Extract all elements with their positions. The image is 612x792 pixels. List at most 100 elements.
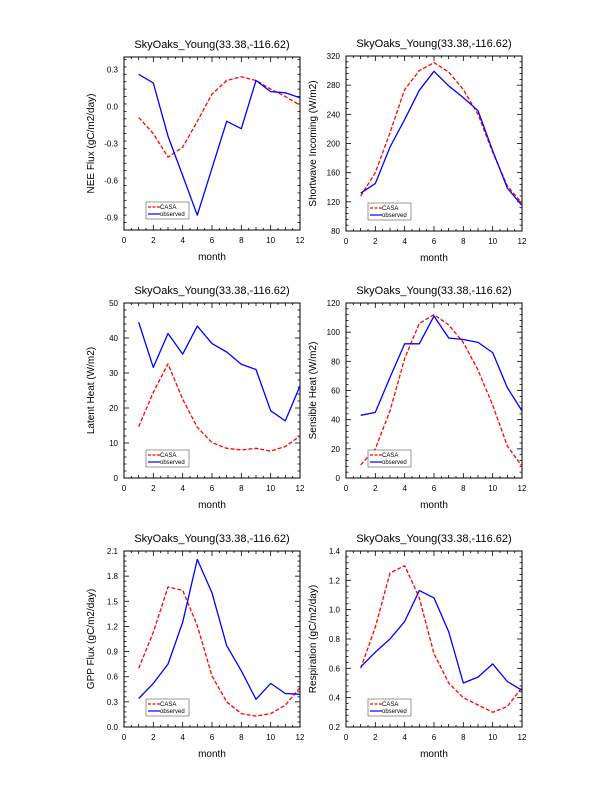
x-tick-label: 8 (239, 236, 244, 245)
x-tick-label: 10 (488, 484, 497, 493)
x-tick-label: 2 (373, 733, 378, 742)
y-tick-label: 20 (331, 445, 340, 454)
y-tick-label: 1.2 (329, 576, 341, 585)
series-line-observed (138, 322, 301, 422)
x-tick-label: 12 (296, 236, 305, 245)
series-line-casa (138, 586, 301, 717)
x-tick-label: 0 (344, 484, 349, 493)
y-tick-label: 0.4 (329, 694, 341, 703)
series-line-observed (360, 70, 523, 206)
series-line-observed (360, 315, 523, 416)
x-tick-label: 12 (518, 237, 527, 246)
legend-label-casa: CASA (160, 453, 176, 459)
legend-label-observed: observed (160, 460, 185, 466)
x-tick-label: 8 (461, 237, 466, 246)
y-axis-label: NEE Flux (gC/m2/day) (86, 93, 97, 193)
legend-box (367, 698, 412, 717)
x-axis-label: month (198, 500, 226, 511)
y-axis-label: Sensible Heat (W/m2) (308, 342, 319, 440)
x-tick-label: 2 (373, 484, 378, 493)
y-tick-label: 200 (327, 140, 341, 149)
chart-title: SkyOaks_Young(33.38,-116.62) (356, 285, 511, 297)
y-tick-label: -0.3 (104, 140, 118, 149)
y-tick-label: 280 (327, 81, 341, 90)
x-tick-label: 6 (210, 484, 215, 493)
chart-panel-5: 0 2 4 6 8 10 12 0.0 0.3 0.6 0.9 1.2 1.5 1.8 2.1 SkyOaks… (86, 533, 305, 760)
x-tick-label: 6 (432, 733, 437, 742)
y-tick-label: 1.5 (107, 597, 119, 606)
y-tick-label: 0.0 (107, 723, 119, 732)
x-tick-label: 0 (122, 236, 127, 245)
chart-panel-2: 0 2 4 6 8 10 12 80 120 160 200 240 280 320 SkyOaks_You… (308, 38, 527, 264)
x-tick-label: 6 (210, 236, 215, 245)
legend-label-observed: observed (382, 460, 407, 466)
chart-title: SkyOaks_Young(33.38,-116.62) (356, 38, 511, 50)
series-line-observed (138, 73, 301, 216)
y-tick-label: -0.6 (104, 177, 118, 186)
y-tick-label: 0.0 (107, 102, 119, 111)
y-axis-label: Shortwave Incoming (W/m2) (308, 80, 319, 206)
x-axis-label: month (420, 749, 448, 760)
x-tick-label: 0 (344, 733, 349, 742)
y-tick-label: 40 (109, 334, 118, 343)
legend-label-observed: observed (382, 709, 407, 715)
legend-box (145, 449, 190, 468)
series-line-casa (138, 363, 301, 452)
x-axis-label: month (198, 252, 226, 263)
x-tick-label: 8 (239, 484, 244, 493)
y-tick-label: 50 (109, 299, 118, 308)
x-tick-label: 0 (344, 237, 349, 246)
x-tick-label: 4 (180, 733, 185, 742)
legend-box (145, 201, 190, 220)
x-tick-label: 2 (151, 484, 156, 493)
series-line-casa (360, 314, 523, 467)
legend-label-casa: CASA (382, 702, 398, 708)
legend-label-casa: CASA (160, 205, 176, 211)
chart-title: SkyOaks_Young(33.38,-116.62) (134, 285, 289, 297)
x-tick-label: 8 (461, 733, 466, 742)
x-tick-label: 12 (296, 733, 305, 742)
series-line-casa (360, 61, 523, 204)
legend-label-observed: observed (160, 212, 185, 218)
x-tick-label: 10 (488, 733, 497, 742)
series-line-casa (138, 76, 301, 158)
y-tick-label: 80 (331, 227, 340, 236)
y-tick-label: 60 (331, 387, 340, 396)
x-tick-label: 4 (402, 733, 407, 742)
y-tick-label: 2.1 (107, 547, 119, 556)
x-tick-label: 8 (239, 733, 244, 742)
x-tick-label: 2 (151, 236, 156, 245)
x-tick-label: 8 (461, 484, 466, 493)
y-tick-label: 1.2 (107, 622, 119, 631)
y-tick-label: 240 (327, 110, 341, 119)
legend-label-casa: CASA (382, 206, 398, 212)
chart-title: SkyOaks_Young(33.38,-116.62) (134, 533, 289, 545)
y-tick-label: 0 (114, 474, 119, 483)
y-tick-label: 1.8 (107, 572, 119, 581)
x-tick-label: 0 (122, 733, 127, 742)
y-tick-label: 160 (327, 169, 341, 178)
legend-box (145, 698, 190, 717)
series-line-casa (360, 565, 523, 713)
legend-label-observed: observed (382, 213, 407, 219)
y-tick-label: 0.3 (107, 698, 119, 707)
x-tick-label: 10 (488, 237, 497, 246)
x-tick-label: 10 (266, 733, 275, 742)
y-tick-label: 40 (331, 416, 340, 425)
y-tick-label: 10 (109, 439, 118, 448)
y-tick-label: 120 (327, 299, 341, 308)
x-tick-label: 6 (210, 733, 215, 742)
y-tick-label: 1.0 (329, 606, 341, 615)
y-tick-label: 0.9 (107, 648, 119, 657)
y-tick-label: 0.3 (107, 65, 119, 74)
x-tick-label: 12 (518, 484, 527, 493)
x-tick-label: 12 (296, 484, 305, 493)
y-tick-label: 0.6 (329, 664, 341, 673)
x-tick-label: 10 (266, 236, 275, 245)
